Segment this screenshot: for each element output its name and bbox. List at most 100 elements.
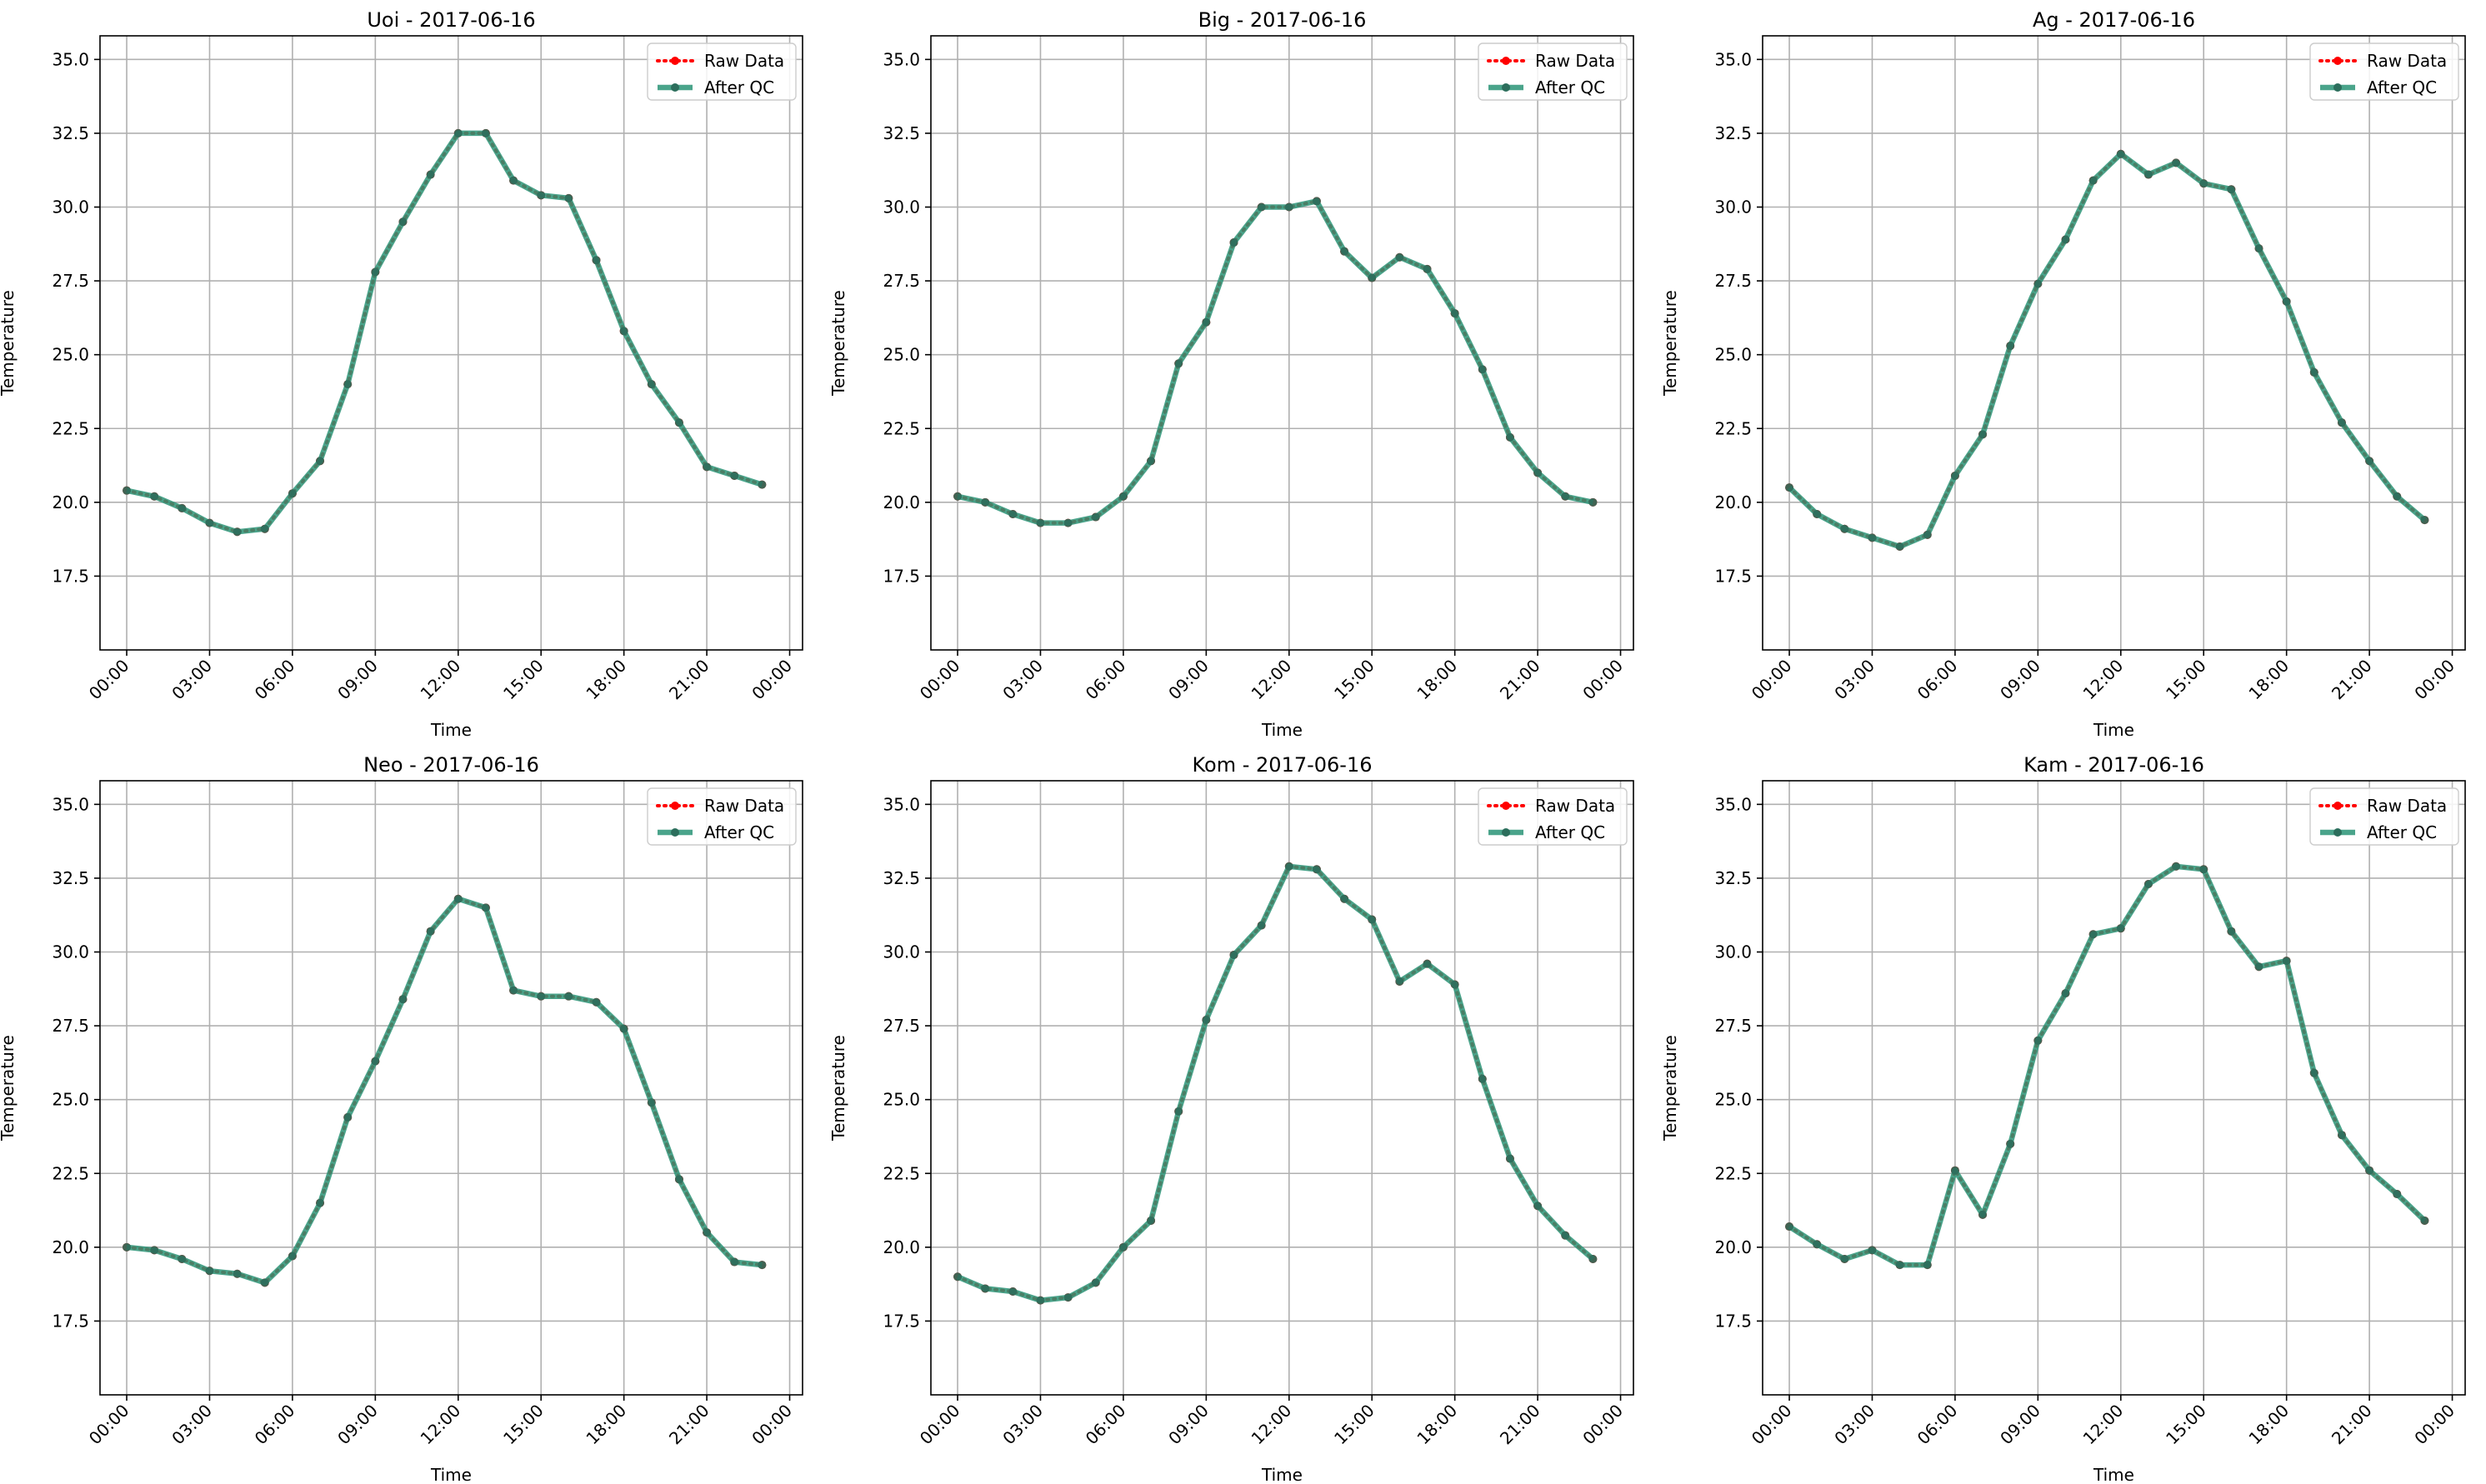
data-point (398, 995, 408, 1004)
data-point (592, 997, 601, 1007)
series-line (125, 897, 764, 1285)
subplot: 17.5 20.0 22.5 25.0 27.5 30.0 32.5 35.0 00:00 03:… (828, 8, 1634, 740)
chart-title: Big - 2017-06-16 (1198, 8, 1367, 32)
chart-title: Ag - 2017-06-16 (2033, 8, 2195, 32)
data-point (1063, 518, 1073, 527)
data-point (1950, 471, 1959, 480)
series-raw-data (1785, 862, 2429, 1270)
x-tick-label: 00:00 (2410, 656, 2458, 704)
legend: Raw Data After QC (647, 42, 797, 101)
y-tick-label: 27.5 (883, 1016, 920, 1036)
data-point (1813, 510, 1822, 519)
y-tick-label: 32.5 (883, 868, 920, 888)
data-point (1505, 1154, 1514, 1163)
x-tick-label: 21:00 (665, 656, 713, 704)
y-tick-label: 17.5 (883, 1311, 920, 1331)
series-after-qc (123, 894, 767, 1287)
legend-marker (671, 802, 679, 810)
x-tick-label: 18:00 (1413, 656, 1461, 704)
data-point (2116, 924, 2125, 933)
data-point (1478, 365, 1487, 374)
x-tick-label: 00:00 (1748, 1401, 1796, 1449)
x-tick-label: 03:00 (168, 656, 216, 704)
x-tick-label: 03:00 (168, 1401, 216, 1449)
data-point (1588, 497, 1598, 507)
legend-marker (671, 83, 679, 92)
legend: Raw Data After QC (2309, 42, 2459, 101)
x-tick-label: 18:00 (582, 1401, 630, 1449)
data-point (1174, 359, 1183, 368)
data-point (2033, 1036, 2043, 1045)
data-point (2199, 865, 2208, 874)
data-point (537, 191, 546, 200)
subplot: 17.5 20.0 22.5 25.0 27.5 30.0 32.5 35.0 00:00 03:… (828, 753, 1634, 1484)
legend: Raw Data After QC (2309, 787, 2459, 846)
data-point (1174, 1107, 1183, 1116)
y-tick-label: 27.5 (1714, 271, 1752, 291)
axes-frame (930, 780, 1634, 1396)
data-point (1923, 530, 1932, 539)
legend-marker (1502, 57, 1510, 65)
series-line (125, 131, 764, 534)
x-tick-label: 06:00 (1082, 656, 1130, 704)
legend: Raw Data After QC (647, 787, 797, 846)
y-tick-label: 17.5 (52, 1311, 89, 1331)
data-point (205, 518, 214, 527)
data-point (1091, 1278, 1100, 1287)
series-line (956, 864, 1595, 1302)
series-after-qc (953, 862, 1598, 1305)
x-tick-label: 00:00 (85, 656, 133, 704)
data-point (2172, 862, 2181, 871)
data-point (205, 1267, 214, 1276)
data-point (1478, 1074, 1487, 1083)
data-point (674, 1175, 683, 1184)
y-tick-label: 35.0 (883, 49, 920, 69)
grid (100, 781, 803, 1395)
data-point (1202, 1016, 1211, 1025)
data-point (1950, 1166, 1959, 1175)
data-point (1423, 264, 1432, 273)
data-point (537, 992, 546, 1001)
data-point (481, 128, 490, 137)
y-tick-label: 30.0 (1714, 197, 1752, 217)
legend-marker (671, 57, 679, 65)
x-axis-label: Time (430, 720, 472, 740)
data-point (564, 193, 573, 202)
y-tick-label: 22.5 (883, 418, 920, 438)
x-tick-label: 03:00 (998, 1401, 1047, 1449)
x-tick-label: 09:00 (333, 656, 382, 704)
data-point (1284, 202, 1293, 212)
grid (931, 36, 1633, 650)
x-tick-label: 00:00 (916, 656, 964, 704)
axes-frame (1762, 780, 2466, 1396)
series-after-qc (123, 128, 767, 537)
data-point (453, 128, 463, 137)
x-tick-label: 00:00 (748, 1401, 796, 1449)
data-point (1312, 865, 1321, 874)
data-point (1257, 921, 1266, 930)
legend-entry: After QC (1488, 77, 1605, 97)
chart-title: Neo - 2017-06-16 (363, 753, 539, 777)
data-point (426, 927, 435, 936)
x-tick-label: 21:00 (2328, 656, 2376, 704)
x-tick-label: 03:00 (998, 656, 1047, 704)
data-point (2061, 235, 2070, 244)
y-tick-label: 32.5 (52, 868, 89, 888)
data-point (2309, 1068, 2318, 1077)
x-tick-label: 21:00 (665, 1401, 713, 1449)
data-point (1813, 1240, 1822, 1249)
data-point (703, 1228, 712, 1237)
legend-label: After QC (2367, 77, 2437, 97)
legend-marker (1502, 828, 1510, 837)
legend: Raw Data After QC (1478, 42, 1628, 101)
x-tick-label: 09:00 (1996, 656, 2044, 704)
data-point (426, 170, 435, 179)
data-point (2172, 158, 2181, 167)
x-tick-label: 00:00 (2410, 1401, 2458, 1449)
data-point (1091, 512, 1100, 522)
y-tick-label: 22.5 (1714, 1163, 1752, 1183)
series-raw-data (953, 197, 1598, 527)
data-point (1450, 980, 1459, 989)
y-tick-label: 22.5 (52, 418, 89, 438)
series-line (1788, 863, 2427, 1268)
